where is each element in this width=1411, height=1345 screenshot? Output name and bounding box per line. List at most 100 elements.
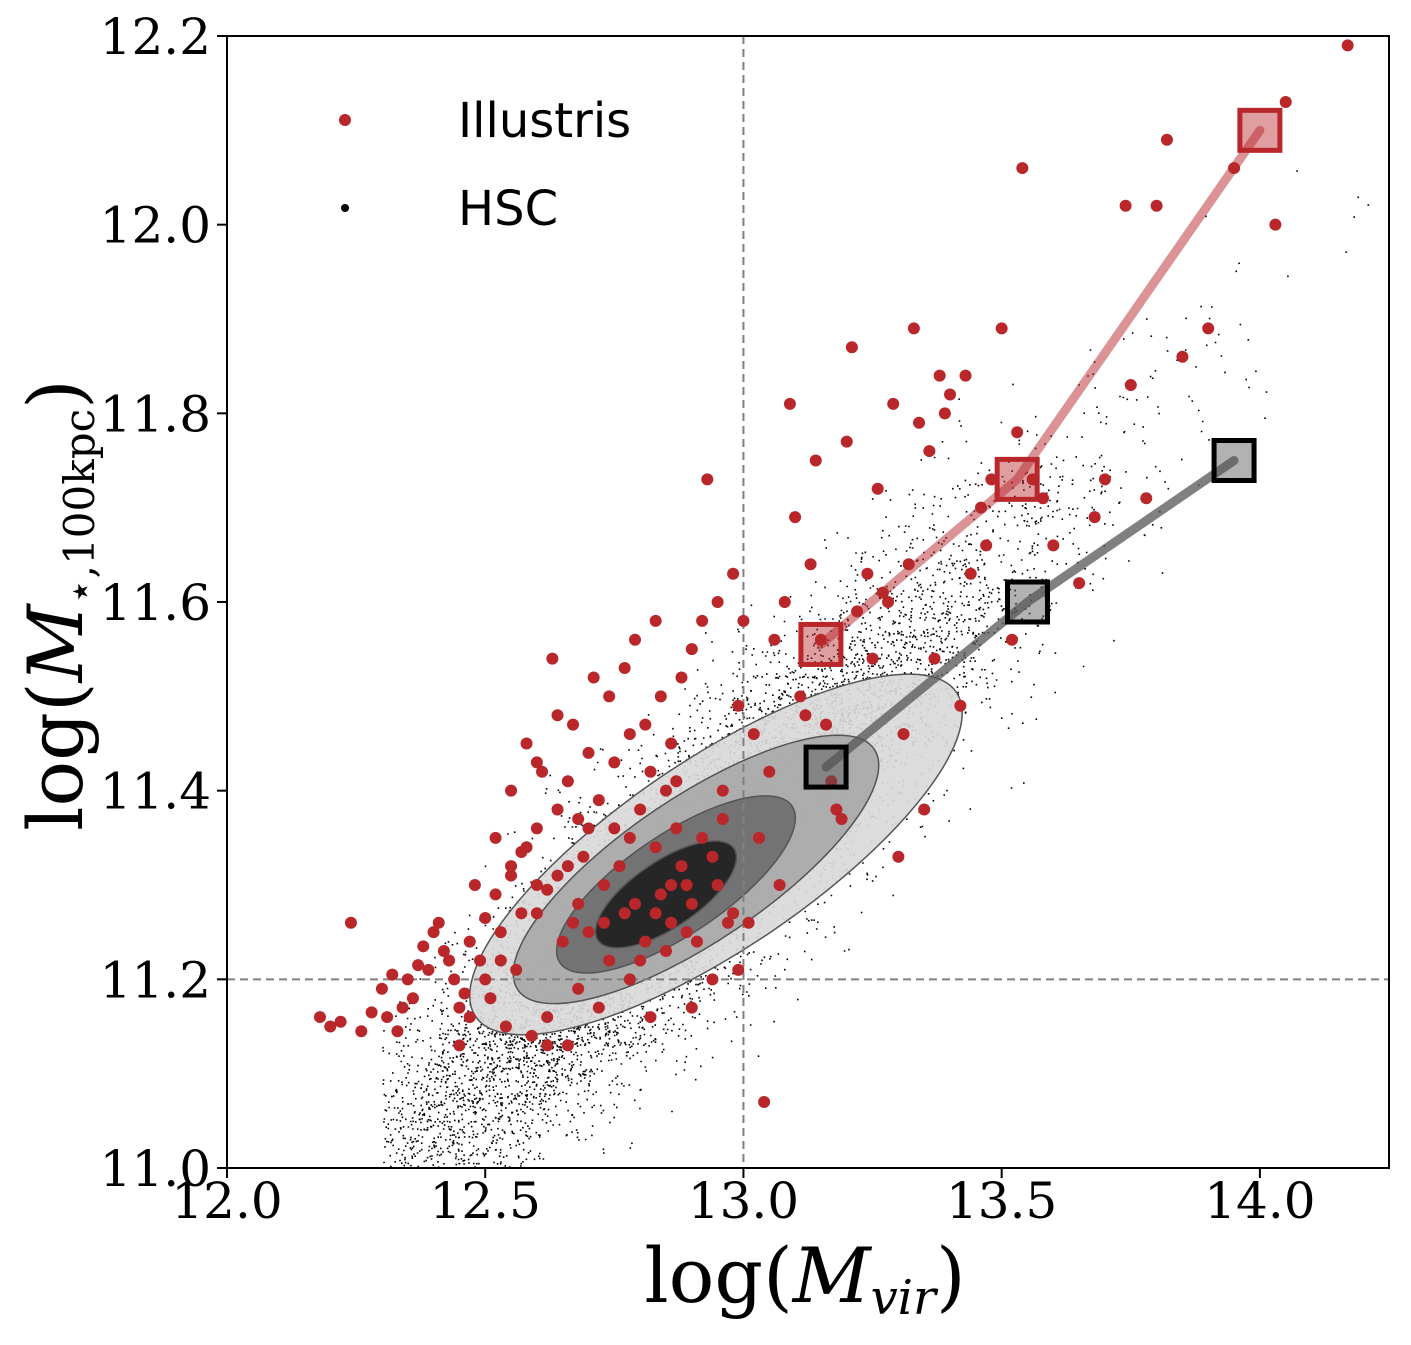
hsc-median-marker-1 <box>1004 579 1050 625</box>
illustris-point-130 <box>427 926 440 939</box>
illustris-point-105 <box>804 558 817 571</box>
illustris-point-125 <box>324 1020 337 1033</box>
y-axis-label-suffix: ) <box>11 379 100 409</box>
illustris-point-190 <box>665 879 678 891</box>
illustris-point-95 <box>690 935 703 948</box>
illustris-point-103 <box>783 397 796 410</box>
illustris-median-marker-1 <box>994 456 1040 502</box>
illustris-point-160 <box>582 746 595 759</box>
illustris-point-32 <box>696 614 709 627</box>
illustris-point-42 <box>809 454 822 467</box>
y-axis-label: log(M⋆,100kpc) <box>11 379 104 831</box>
illustris-point-135 <box>499 1020 512 1033</box>
illustris-point-52 <box>913 416 926 429</box>
illustris-point-117 <box>938 407 951 420</box>
illustris-point-79 <box>468 879 481 891</box>
illustris-point-98 <box>732 699 745 712</box>
illustris-point-85 <box>577 850 590 863</box>
illustris-point-131 <box>448 973 461 986</box>
illustris-median-marker-2 <box>1237 107 1283 153</box>
illustris-point-82 <box>536 765 549 778</box>
illustris-point-73 <box>1269 218 1282 231</box>
illustris-point-152 <box>716 812 729 825</box>
illustris-point-21 <box>572 897 585 910</box>
illustris-point-26 <box>634 803 647 816</box>
illustris-point-53 <box>923 445 936 458</box>
illustris-point-77 <box>406 992 419 1005</box>
illustris-point-31 <box>685 643 698 656</box>
illustris-point-62 <box>1016 162 1029 175</box>
illustris-point-171 <box>494 954 507 967</box>
illustris-point-87 <box>598 916 611 929</box>
illustris-point-15 <box>505 869 518 882</box>
illustris-point-84 <box>567 718 580 731</box>
illustris-point-121 <box>1036 492 1049 505</box>
illustris-point-30 <box>675 671 688 684</box>
illustris-point-88 <box>613 860 626 873</box>
illustris-point-27 <box>644 765 657 778</box>
illustris-point-57 <box>964 567 977 580</box>
illustris-point-177 <box>541 1039 554 1052</box>
y-tick-label-4: 11.8 <box>100 385 211 443</box>
illustris-median-line <box>816 125 1265 649</box>
illustris-point-50 <box>892 850 905 863</box>
illustris-point-116 <box>928 652 941 665</box>
illustris-point-150 <box>696 831 709 844</box>
illustris-point-165 <box>670 775 683 788</box>
illustris-point-17 <box>530 822 543 835</box>
illustris-point-22 <box>582 822 595 835</box>
illustris-point-110 <box>866 652 879 665</box>
illustris-point-100 <box>752 831 765 844</box>
illustris-point-4 <box>381 1011 394 1024</box>
illustris-point-109 <box>845 341 858 354</box>
illustris-point-167 <box>598 879 611 891</box>
illustris-point-29 <box>665 737 678 750</box>
illustris-point-108 <box>835 812 848 825</box>
illustris-point-147 <box>665 916 678 929</box>
y-tick-label-0: 11.0 <box>100 1140 211 1198</box>
illustris-point-156 <box>520 737 533 750</box>
illustris-point-143 <box>618 907 631 920</box>
illustris-point-25 <box>623 728 636 741</box>
illustris-point-80 <box>494 926 507 939</box>
illustris-point-83 <box>546 652 559 665</box>
illustris-point-140 <box>572 982 585 995</box>
illustris-point-40 <box>789 511 802 524</box>
illustris-point-65 <box>1073 577 1086 590</box>
illustris-point-134 <box>484 992 497 1005</box>
illustris-point-61 <box>1005 633 1018 646</box>
illustris-point-75 <box>1341 39 1354 52</box>
illustris-point-20 <box>561 860 574 873</box>
illustris-point-55 <box>944 388 957 401</box>
illustris-point-71 <box>1202 322 1215 335</box>
y-tick-label-3: 11.6 <box>100 574 211 632</box>
illustris-point-54 <box>933 369 946 382</box>
illustris-point-68 <box>1140 492 1153 505</box>
illustris-point-118 <box>959 369 972 382</box>
legend-marker-1 <box>341 204 349 212</box>
illustris-point-136 <box>510 963 523 976</box>
illustris-point-166 <box>649 841 662 854</box>
illustris-point-155 <box>505 784 518 797</box>
illustris-point-113 <box>897 728 910 741</box>
y-tick-label-2: 11.4 <box>100 763 211 821</box>
illustris-point-94 <box>680 879 693 891</box>
illustris-point-89 <box>628 897 641 910</box>
illustris-point-159 <box>561 775 574 788</box>
x-tick-label-3: 13.5 <box>946 1172 1057 1230</box>
illustris-point-41 <box>799 709 812 722</box>
illustris-point-35 <box>737 614 750 627</box>
illustris-point-158 <box>551 709 564 722</box>
illustris-point-76 <box>344 916 357 929</box>
x-axis-label-sub: vir <box>871 1270 939 1326</box>
y-axis-label-sub: ⋆,100kpc <box>55 409 104 605</box>
hsc-median-line <box>821 456 1239 772</box>
illustris-point-120 <box>1011 426 1024 439</box>
illustris-point-163 <box>628 633 641 646</box>
illustris-point-70 <box>1160 133 1173 146</box>
illustris-point-92 <box>659 784 672 797</box>
illustris-point-133 <box>474 954 487 967</box>
illustris-point-101 <box>763 765 776 778</box>
illustris-point-186 <box>567 916 580 929</box>
